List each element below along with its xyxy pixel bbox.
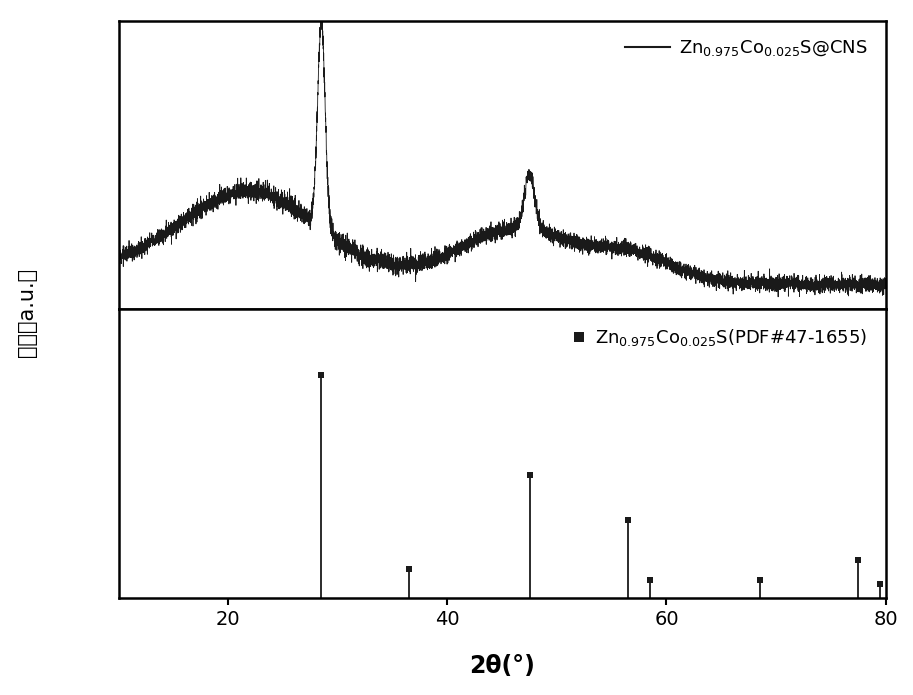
Legend: Zn$_{0.975}$Co$_{0.025}$S@CNS: Zn$_{0.975}$Co$_{0.025}$S@CNS [615,30,876,67]
Text: 2θ(°): 2θ(°) [469,653,535,678]
Legend: Zn$_{0.975}$Co$_{0.025}$S(PDF#47-1655): Zn$_{0.975}$Co$_{0.025}$S(PDF#47-1655) [563,318,876,357]
Text: 强度（a.u.）: 强度（a.u.） [17,268,37,357]
